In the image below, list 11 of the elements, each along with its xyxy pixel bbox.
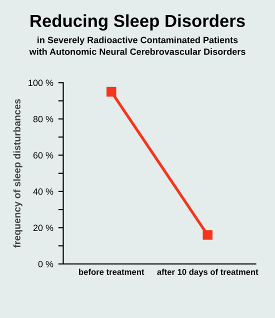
y-tick-label: 40 %	[33, 188, 54, 195]
x-tick-label: before treatment	[79, 268, 144, 275]
y-tick-label: 20 %	[33, 224, 54, 232]
y-tick-label: 100 %	[28, 80, 54, 86]
chart-subtitle: in Severely Radioactive Contaminated Patients with Autonomic Neural Cerebrovascular Disorders	[29, 36, 246, 55]
y-axis-title: frequency of sleep disturbances	[13, 99, 22, 248]
chart-title: Reducing Sleep Disorders	[30, 14, 245, 31]
x-tick-label: after 10 days of treatment	[157, 268, 258, 277]
y-tick-label: 60 %	[33, 152, 54, 159]
y-tick-label: 80 %	[33, 116, 54, 122]
y-tick-label: 0 %	[38, 260, 54, 268]
